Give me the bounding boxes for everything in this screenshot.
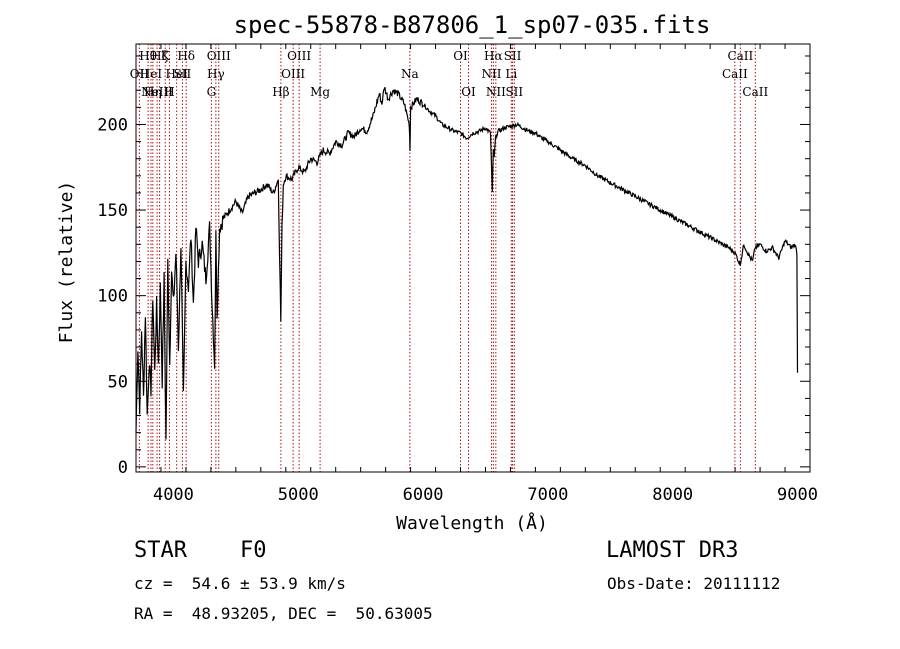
reference-line-labels: OIIHθHeIHηNeIIIHζKHHeISIIHδGHγOIIIHβOIII… xyxy=(130,49,769,99)
reference-line-label: OIII xyxy=(207,49,231,63)
x-tick-label: 4000 xyxy=(153,485,194,505)
reference-line-label: OI xyxy=(453,49,468,63)
reference-line-label: Hζ xyxy=(151,49,168,63)
x-axis-ticks: 4000 5000 6000 7000 8000 9000 xyxy=(135,44,818,505)
reference-line-label: OIII xyxy=(281,67,305,81)
coordinates: RA = 48.93205, DEC = 50.63005 xyxy=(134,604,433,623)
observation-date: Obs-Date: 20111112 xyxy=(607,574,781,593)
reference-line-label: Li xyxy=(505,67,517,81)
reference-line-label: Hα xyxy=(484,49,503,63)
redshift-value: cz = 54.6 ± 53.9 km/s xyxy=(134,574,346,593)
x-tick-label: 5000 xyxy=(278,485,319,505)
y-tick-label: 100 xyxy=(97,287,128,307)
x-tick-label: 7000 xyxy=(527,485,568,505)
reference-line-label: Hθ xyxy=(139,49,157,63)
y-tick-label: 0 xyxy=(118,458,128,478)
reference-line-label: Mg xyxy=(310,85,330,99)
reference-line-label: OII xyxy=(130,67,150,81)
reference-line-label: SII xyxy=(174,67,192,81)
reference-line-label: SII xyxy=(504,49,522,63)
reference-line-label: HeI xyxy=(166,67,189,81)
reference-line-label: CaII xyxy=(742,85,768,99)
reference-line-label: Hη xyxy=(144,85,162,99)
reference-line-label: NII xyxy=(486,85,506,99)
reference-line-label: NeIII xyxy=(141,85,173,99)
spectrum-series-line xyxy=(135,86,799,440)
object-class: STAR xyxy=(134,538,187,563)
y-axis-label: Flux (relative) xyxy=(56,181,77,344)
reference-line-label: K xyxy=(161,49,171,63)
x-tick-label: 8000 xyxy=(652,485,693,505)
chart-title: spec-55878-B87806_1_sp07-035.fits xyxy=(234,11,711,39)
survey-name: LAMOST DR3 xyxy=(606,538,739,563)
y-tick-label: 50 xyxy=(108,372,128,392)
reference-line-label: Na xyxy=(401,67,419,81)
reference-line-label: OIII xyxy=(287,49,311,63)
reference-line-label: Hδ xyxy=(177,49,195,63)
reference-lines xyxy=(138,44,756,472)
y-tick-label: 150 xyxy=(97,201,128,221)
x-axis-label: Wavelength (Å) xyxy=(396,512,548,534)
reference-line-label: Hβ xyxy=(272,85,289,99)
reference-line-label: NII xyxy=(481,67,501,81)
reference-line-label: CaII xyxy=(722,67,748,81)
reference-line-label: CaII xyxy=(727,49,753,63)
x-tick-label: 6000 xyxy=(403,485,444,505)
y-axis-ticks: 0 50 100 150 200 xyxy=(97,55,810,478)
reference-line-label: G xyxy=(207,85,217,99)
reference-line-label: OI xyxy=(461,85,476,99)
reference-line-label: SII xyxy=(505,85,523,99)
reference-line-label: H xyxy=(164,85,174,99)
x-tick-label: 9000 xyxy=(777,485,818,505)
plot-frame xyxy=(135,43,811,473)
y-tick-label: 200 xyxy=(97,115,128,135)
reference-line-label: HeI xyxy=(140,67,163,81)
reference-line-label: Hγ xyxy=(207,67,225,81)
object-subclass: F0 xyxy=(240,538,267,563)
